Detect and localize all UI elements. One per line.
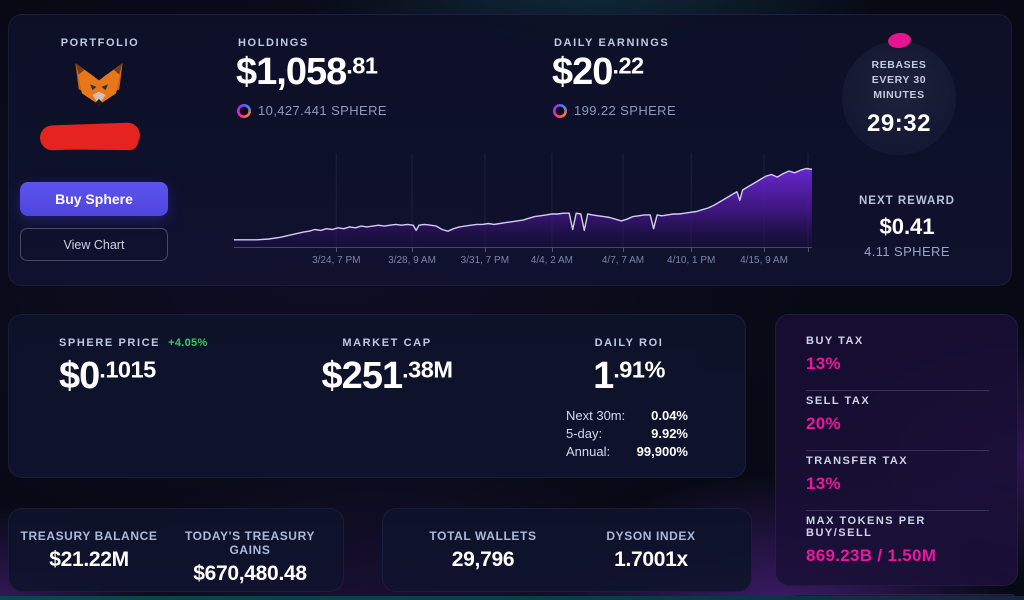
x-axis-tick [691,248,693,252]
max-tokens-item: MAX TOKENS PER BUY/SELL 869.23B / 1.50M [806,515,937,565]
taxes-card: BUY TAX 13% SELL TAX 20% TRANSFER TAX 13… [775,314,1018,586]
next-reward-value: $0.41 [879,214,935,239]
transfer-tax-item: TRANSFER TAX 13% [806,455,989,511]
bottom-accent-strip [0,596,1024,600]
holdings-sphere-amount: 10,427.441 SPHERE [237,103,387,118]
market-cap-label: MARKET CAP [342,337,432,349]
earnings-sphere-text: 199.22 SPHERE [574,103,677,118]
holdings-sphere-text: 10,427.441 SPHERE [258,103,387,118]
market-cap-stat: MARKET CAP $251.38M [267,337,507,395]
rebase-countdown-circle: REBASES EVERY 30 MINUTES 29:32 [842,41,956,155]
chart-area-fill [234,168,812,247]
metamask-fox-icon [75,63,123,108]
roi-row-next30m: Next 30m: 0.04% [566,408,688,423]
x-axis-tick [412,248,414,252]
market-cap-value: $251.38M [321,355,453,397]
buy-sphere-button[interactable]: Buy Sphere [20,182,168,216]
x-axis-tick [622,248,624,252]
daily-earnings-sphere-amount: 199.22 SPHERE [553,103,676,118]
x-axis-tick-label: 4/10, 1 PM [667,255,716,266]
x-axis-tick [336,248,338,252]
x-axis-tick [551,248,553,252]
next-reward-label: NEXT REWARD [859,195,955,207]
total-wallets-stat: TOTAL WALLETS 29,796 [429,529,537,571]
buy-tax-item: BUY TAX 13% [806,335,989,391]
roi-row-annual: Annual: 99,900% [566,444,688,459]
roi-row-5day: 5-day: 9.92% [566,426,688,441]
x-axis-tick-label: 3/24, 7 PM [312,255,361,266]
x-axis-tick-label: 4/4, 2 AM [530,255,574,266]
portfolio-title: PORTFOLIO [60,37,140,49]
portfolio-chart [234,153,813,247]
x-axis-tick-label: 3/28, 9 AM [388,255,436,266]
view-chart-button[interactable]: View Chart [20,228,168,261]
x-axis-tick-label: 4/7, 7 AM [601,255,645,266]
next-reward-sphere-amount: 4.11 SPHERE [864,244,950,259]
daily-roi-stat: DAILY ROI 1.91% [534,337,724,395]
roi-breakdown-table: Next 30m: 0.04% 5-day: 9.92% Annual: 99,900… [566,407,688,461]
chart-x-tick-labels: 3/24, 7 PM 3/28, 9 AM 3/31, 7 PM 4/4, 2 AM 4… [234,248,812,274]
rebase-caption: REBASES EVERY 30 MINUTES [871,58,927,102]
sphere-price-label: SPHERE PRICE [59,337,161,349]
portfolio-overview-card: PORTFOLIO Buy Sphere View Chart HOLDINGS… [8,14,1012,286]
treasury-card: TREASURY BALANCE $21.22M TODAY'S TREASUR… [8,508,344,592]
rebase-countdown-timer: 29:32 [867,110,931,138]
chart-x-axis [234,247,812,248]
daily-roi-value: 1.91% [593,355,665,397]
network-stats-card: TOTAL WALLETS 29,796 DYSON INDEX 1.7001x [382,508,752,592]
x-axis-tick-label: 4/15, 9 AM [740,255,788,266]
x-axis-tick [764,248,766,252]
sell-tax-item: SELL TAX 20% [806,395,989,451]
wallet-address-redacted [39,122,141,151]
treasury-balance-stat: TREASURY BALANCE $21.22M [20,529,158,571]
market-stats-card: SPHERE PRICE +4.05% $0.1015 MARKET CAP $… [8,314,746,478]
sphere-token-icon [237,103,251,118]
daily-earnings-value: $20.22 [552,51,644,93]
sphere-price-stat: SPHERE PRICE +4.05% $0.1015 [59,337,208,395]
x-axis-tick-label: 3/31, 7 PM [460,255,510,266]
treasury-gains-stat: TODAY'S TREASURY GAINS $670,480.48 [184,529,316,585]
daily-earnings-label: DAILY EARNINGS [554,37,670,49]
holdings-value: $1,058.81 [236,51,378,93]
next-reward-block: NEXT REWARD $0.41 4.11 SPHERE [807,195,1007,259]
x-axis-tick [484,248,486,252]
dyson-index-stat: DYSON INDEX 1.7001x [606,529,696,571]
sphere-token-icon [553,103,567,118]
x-axis-tick [807,248,809,252]
portfolio-chart-svg [234,153,813,247]
daily-roi-label: DAILY ROI [594,337,664,349]
chart-line [234,167,813,241]
sphere-price-change-badge: +4.05% [168,337,208,349]
sphere-price-value: $0.1015 [59,355,156,397]
holdings-label: HOLDINGS [238,37,309,49]
